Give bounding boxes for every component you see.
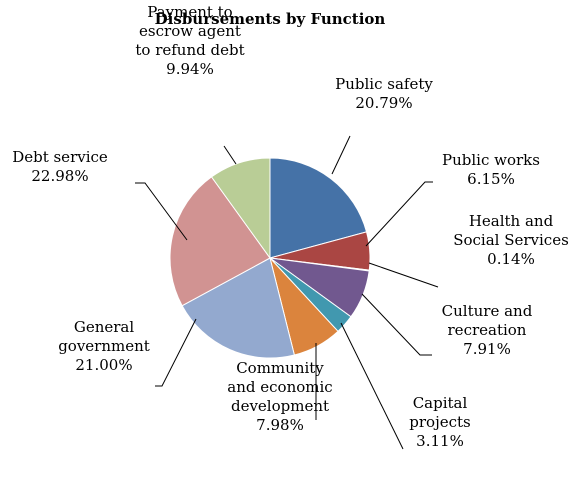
leader-line — [135, 182, 188, 241]
slice-label: General government 21.00% — [58, 318, 150, 374]
slice-label-line: Social Services — [453, 231, 569, 249]
slice-label-line: recreation — [448, 321, 527, 339]
slice-label: Capital projects 3.11% — [409, 394, 470, 450]
pie-slice — [181, 257, 295, 359]
slice-percent: 7.98% — [256, 416, 304, 434]
slice-label-line: projects — [409, 413, 470, 431]
slice-label: Payment to escrow agent to refund debt 9.94… — [135, 3, 244, 78]
slice-label: Culture and recreation 7.91% — [442, 302, 533, 358]
pie-slices — [169, 157, 371, 359]
slice-percent: 21.00% — [75, 356, 132, 374]
slice-percent: 6.15% — [467, 170, 515, 188]
leader-line — [155, 318, 197, 387]
slice-label: Health and Social Services 0.14% — [453, 212, 569, 268]
leader-line — [223, 145, 237, 165]
leader-line — [365, 181, 433, 247]
slice-label-line: Payment to — [147, 3, 232, 21]
slice-label-line: Public works — [442, 151, 540, 169]
slice-label-line: Health and — [469, 212, 554, 230]
slice-label: Public works 6.15% — [442, 151, 540, 188]
slice-label-line: General — [74, 318, 135, 336]
slice-label-line: to refund debt — [135, 41, 244, 59]
slice-label-line: Debt service — [12, 148, 108, 166]
slice-percent: 7.91% — [463, 340, 511, 358]
slice-label: Debt service 22.98% — [12, 148, 108, 185]
slice-label-line: and economic — [227, 378, 332, 396]
slice-percent: 0.14% — [487, 250, 535, 268]
slice-label-line: Community — [236, 359, 324, 377]
leader-line — [368, 262, 439, 288]
slice-label: Community and economic development 7.98% — [227, 359, 332, 434]
chart-title: Disbursements by Function — [155, 10, 386, 28]
pie-slice — [210, 157, 271, 260]
slice-percent: 3.11% — [416, 432, 464, 450]
slice-label-line: Public safety — [335, 75, 433, 93]
leader-lines — [135, 135, 439, 450]
slice-labels: Public safety 20.79% Public works 6.15% Heal… — [12, 3, 569, 450]
slice-label-line: development — [231, 397, 329, 415]
leader-line — [331, 135, 351, 175]
leader-line — [340, 322, 404, 450]
pie-slice — [269, 157, 368, 259]
slice-label-line: government — [58, 337, 150, 355]
slice-label: Public safety 20.79% — [335, 75, 433, 112]
slice-label-line: Culture and — [442, 302, 533, 320]
slice-label-line: Capital — [413, 394, 468, 412]
slice-percent: 20.79% — [355, 94, 412, 112]
slice-label-line: escrow agent — [139, 22, 241, 40]
leader-line — [361, 293, 432, 356]
pie-slice — [169, 176, 271, 307]
slice-percent: 22.98% — [31, 167, 88, 185]
slice-percent: 9.94% — [166, 60, 214, 78]
